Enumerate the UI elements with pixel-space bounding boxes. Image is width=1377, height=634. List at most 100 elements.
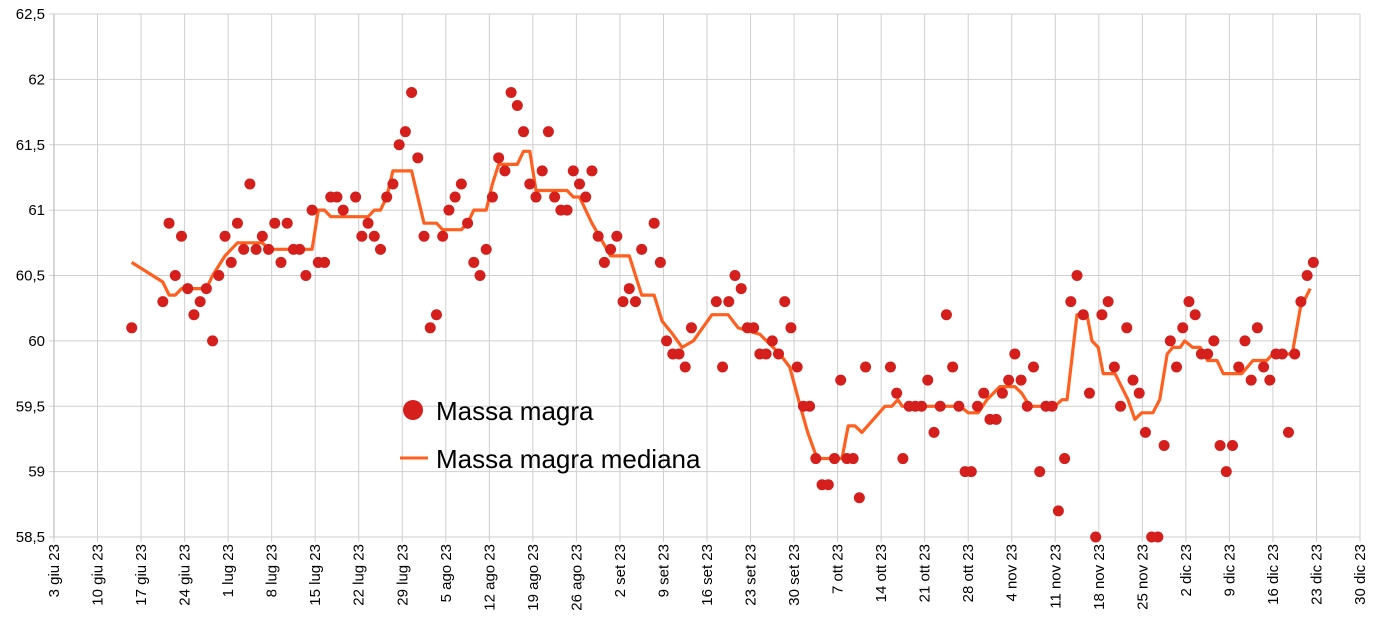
legend-marker-massa-magra [403, 400, 423, 420]
scatter-series [126, 86, 1319, 543]
data-point [1021, 400, 1033, 412]
data-point [256, 230, 268, 242]
data-point [773, 348, 785, 360]
x-axis-ticks: 3 giu 23 10 giu 23 17 giu 23 24 giu 23 1 lug… [46, 544, 1369, 611]
data-point [1245, 374, 1257, 386]
y-tick-label: 58,5 [16, 529, 45, 546]
data-point [1059, 453, 1071, 465]
x-tick-label: 21 ott 23 [917, 544, 934, 602]
data-point [1133, 387, 1145, 399]
data-point [586, 165, 598, 177]
data-point [306, 204, 318, 216]
data-point [766, 335, 778, 347]
data-point [455, 178, 467, 190]
median-line-series [130, 149, 1312, 461]
data-point [1108, 361, 1120, 373]
data-point [592, 230, 604, 242]
x-tick-label: 4 nov 23 [1004, 544, 1021, 602]
data-point [468, 256, 480, 268]
data-point [735, 283, 747, 295]
data-point [524, 178, 536, 190]
data-point [157, 296, 169, 308]
data-point [1251, 322, 1263, 334]
data-point [611, 230, 623, 242]
data-point [1102, 296, 1114, 308]
x-tick-label: 16 set 23 [699, 544, 716, 606]
y-tick-label: 60 [28, 333, 45, 350]
data-point [505, 86, 517, 98]
data-point [480, 243, 492, 255]
data-point [1295, 296, 1307, 308]
data-point [486, 191, 498, 203]
data-point [1071, 270, 1083, 281]
x-tick-label: 26 ago 23 [568, 544, 585, 611]
data-point [1289, 348, 1301, 360]
y-tick-label: 59,5 [16, 398, 45, 415]
x-tick-label: 7 ott 23 [830, 544, 847, 594]
data-point [972, 400, 984, 412]
data-point [685, 322, 697, 334]
data-point [1121, 322, 1133, 334]
y-tick-label: 59 [28, 464, 45, 481]
data-point [990, 413, 1002, 425]
data-point [200, 283, 212, 295]
data-point [225, 256, 237, 268]
data-point [1152, 531, 1164, 543]
data-point [182, 283, 194, 295]
data-point [810, 453, 822, 465]
data-point [381, 191, 393, 203]
data-point [175, 230, 187, 242]
data-point [791, 361, 803, 373]
data-point [275, 256, 287, 268]
data-point [493, 152, 505, 164]
data-point [1177, 322, 1189, 334]
data-point [350, 191, 362, 203]
data-point [598, 256, 610, 268]
legend-label-massa-magra: Massa magra [436, 396, 594, 426]
data-point [530, 191, 542, 203]
data-point [785, 322, 797, 334]
x-tick-label: 2 set 23 [612, 544, 629, 597]
data-point [1307, 256, 1319, 268]
y-tick-label: 60,5 [16, 268, 45, 285]
data-point [462, 217, 474, 229]
data-point [337, 204, 349, 216]
y-tick-label: 61 [28, 202, 45, 219]
data-point [449, 191, 461, 203]
data-point [1214, 439, 1226, 451]
data-point [356, 230, 368, 242]
data-point [250, 243, 262, 255]
data-point [1183, 296, 1195, 308]
data-point [1208, 335, 1220, 347]
data-point [387, 178, 399, 190]
data-point [1090, 531, 1102, 543]
data-point [1233, 361, 1245, 373]
data-point [953, 400, 965, 412]
data-point [207, 335, 219, 347]
data-point [605, 243, 617, 255]
data-point [661, 335, 673, 347]
data-point [300, 270, 312, 281]
data-point [169, 270, 181, 281]
x-tick-label: 19 ago 23 [525, 544, 542, 611]
legend-label-massa-magra-mediana: Massa magra mediana [436, 444, 701, 474]
data-point [549, 191, 561, 203]
data-point [474, 270, 486, 281]
data-point [536, 165, 548, 177]
data-point [940, 309, 952, 321]
data-point [1139, 426, 1151, 438]
data-point [219, 230, 231, 242]
y-tick-label: 62,5 [16, 6, 45, 23]
data-point [891, 387, 903, 399]
data-point [263, 243, 275, 255]
data-point [1046, 400, 1058, 412]
x-tick-label: 23 dic 23 [1308, 544, 1325, 605]
data-point [542, 126, 554, 138]
x-tick-label: 1 lug 23 [220, 544, 237, 597]
data-point [126, 322, 138, 334]
data-point [574, 178, 586, 190]
x-tick-label: 22 lug 23 [351, 544, 368, 606]
x-tick-label: 28 ott 23 [960, 544, 977, 602]
x-tick-label: 16 dic 23 [1265, 544, 1282, 605]
